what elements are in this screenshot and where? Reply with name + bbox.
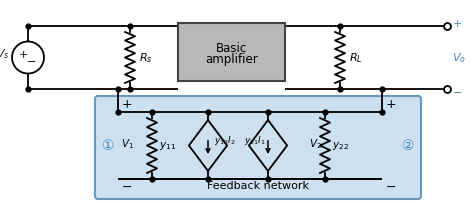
Text: +: + xyxy=(18,50,28,60)
Text: −: − xyxy=(27,57,37,67)
Text: −: − xyxy=(122,180,133,193)
Bar xyxy=(178,24,285,82)
Text: $y_{12}I_2$: $y_{12}I_2$ xyxy=(214,133,236,146)
Text: $V_1$: $V_1$ xyxy=(121,137,134,151)
Text: +: + xyxy=(386,98,396,111)
Text: ②: ② xyxy=(402,139,414,153)
Text: −: − xyxy=(453,88,463,98)
Text: −: − xyxy=(386,180,396,193)
Text: Feedback network: Feedback network xyxy=(207,180,309,190)
Text: $R_L$: $R_L$ xyxy=(349,51,362,65)
Text: $V_2$: $V_2$ xyxy=(309,137,322,151)
Text: $V_s$: $V_s$ xyxy=(0,47,9,61)
Text: amplifier: amplifier xyxy=(205,53,258,66)
Text: +: + xyxy=(122,98,133,111)
Text: $y_{22}$: $y_{22}$ xyxy=(332,140,349,152)
Text: $y_{11}$: $y_{11}$ xyxy=(159,140,176,152)
Text: $R_s$: $R_s$ xyxy=(139,51,152,65)
Text: ①: ① xyxy=(102,139,114,153)
Text: Basic: Basic xyxy=(216,41,247,54)
Text: $y_{21}I_1$: $y_{21}I_1$ xyxy=(244,133,266,146)
Text: $V_o$: $V_o$ xyxy=(452,51,466,65)
FancyBboxPatch shape xyxy=(95,96,421,199)
Text: +: + xyxy=(453,19,463,29)
